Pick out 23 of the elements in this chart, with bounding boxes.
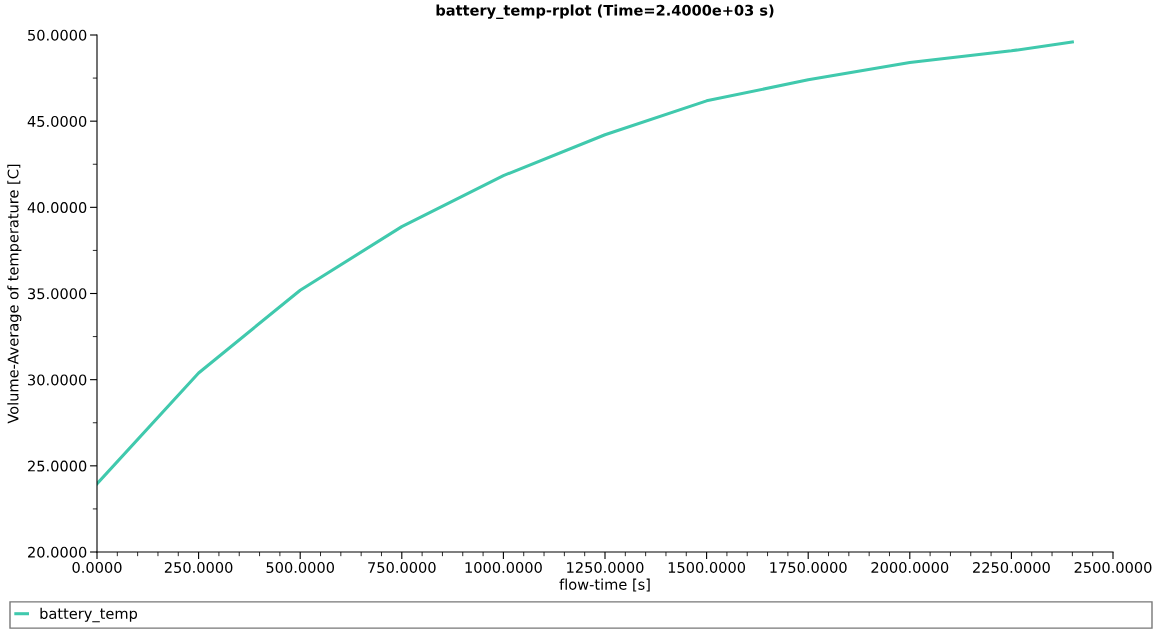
legend-label: battery_temp xyxy=(40,607,138,623)
x-tick-label: 2500.0000 xyxy=(1074,561,1152,574)
x-tick-label: 2000.0000 xyxy=(871,561,949,574)
x-tick-label: 2250.0000 xyxy=(973,561,1050,574)
y-tick-label: 25.0000 xyxy=(28,460,87,472)
y-tick-label: 40.0000 xyxy=(27,202,87,214)
x-tick-label: 1500.0000 xyxy=(668,561,746,574)
x-tick-label: 750.0000 xyxy=(368,561,436,574)
x-tick-label: 1000.0000 xyxy=(465,561,542,574)
x-tick-label: 250.0000 xyxy=(164,561,233,574)
x-tick-label: 1750.0000 xyxy=(770,561,847,574)
x-tick-label: 1250.0000 xyxy=(567,561,644,574)
x-axis-title: flow-time [s] xyxy=(559,578,650,592)
y-tick-label: 20.0000 xyxy=(28,546,87,558)
y-tick-label: 30.0000 xyxy=(28,374,87,386)
line-series xyxy=(97,40,1074,486)
y-tick-label: 50.0000 xyxy=(28,29,87,41)
y-tick-label: 45.0000 xyxy=(27,115,87,127)
y-tick-label: 35.0000 xyxy=(28,288,87,300)
x-tick-label: 500.0000 xyxy=(266,561,335,574)
y-axis-title: Volume-Average of temperature [C] xyxy=(7,164,22,424)
x-tick-label: 0.0000 xyxy=(72,561,122,574)
chart-title: battery_temp-rplot (Time=2.4000e+03 s) xyxy=(436,4,774,19)
